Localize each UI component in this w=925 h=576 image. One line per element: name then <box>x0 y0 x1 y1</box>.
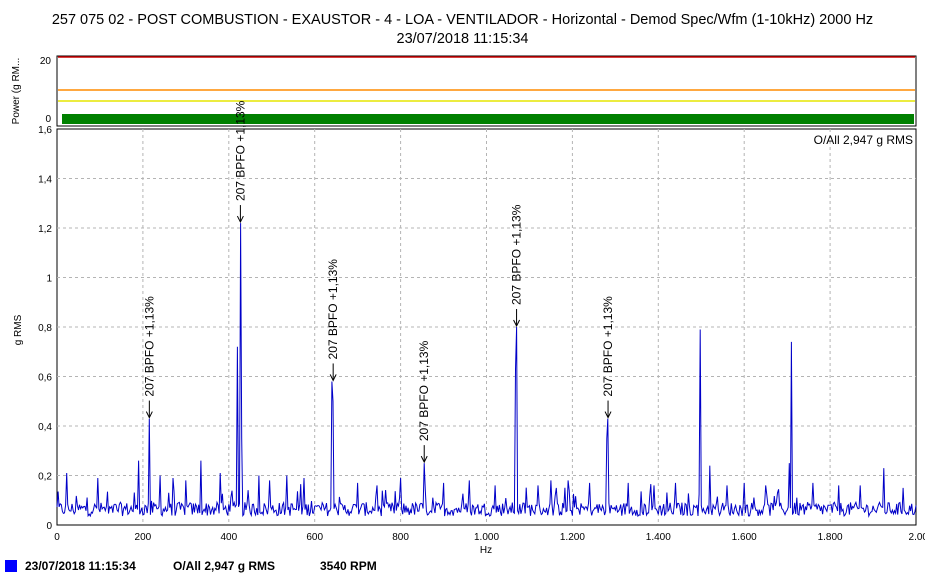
peak-annotation-label: 207 BPFO +1,13% <box>601 296 615 397</box>
trend-panel: 20 0 Power (g RM... <box>11 55 917 127</box>
peak-annotation-label: 207 BPFO +1,13% <box>510 204 524 305</box>
x-axis-label: Hz <box>480 545 492 556</box>
y-tick-label: 1 <box>46 274 52 285</box>
annotation-arrow-head <box>420 455 428 464</box>
spectrum-series-line <box>56 223 917 518</box>
x-tick-label: 1.800 <box>818 532 843 543</box>
y-tick-label: 1,6 <box>38 125 52 136</box>
trend-y-label: Power (g RM... <box>11 58 22 125</box>
footer-timestamp: 23/07/2018 11:15:34 <box>25 559 136 573</box>
x-tick-label: 200 <box>135 532 152 543</box>
trend-tick-0: 0 <box>45 114 51 125</box>
annotation-arrow-head <box>329 374 337 382</box>
x-axis-ticks: 0 200 400 600 800 1.000 1.200 1.400 1.600 1.800 2.… <box>54 532 925 543</box>
overall-value-label: O/All 2,947 g RMS <box>814 133 913 147</box>
x-tick-label: 1.200 <box>560 532 585 543</box>
y-tick-label: 0,4 <box>38 422 52 433</box>
grid <box>57 129 916 525</box>
annotation-arrow-head <box>604 411 612 419</box>
footer-rpm: 3540 RPM <box>320 559 377 573</box>
chart-timestamp: 23/07/2018 11:15:34 <box>396 31 529 47</box>
annotation-arrow-head <box>145 411 153 419</box>
x-tick-label: 1.400 <box>646 532 671 543</box>
peak-annotation-label: 207 BPFO +1,13% <box>326 259 340 360</box>
footer-overall: O/All 2,947 g RMS <box>173 559 276 573</box>
x-tick-label: 0 <box>54 532 60 543</box>
trend-tick-20: 20 <box>40 56 52 67</box>
peak-annotation-label: 207 BPFO +1,13% <box>142 296 156 397</box>
y-axis-ticks: 0 0,2 0,4 0,6 0,8 1 1,2 1,4 1,6 <box>38 125 52 532</box>
x-tick-label: 800 <box>392 532 409 543</box>
y-tick-label: 0,2 <box>38 472 52 483</box>
peak-annotation-label: 207 BPFO +1,13% <box>417 340 431 441</box>
spectrum-chart[interactable]: 20 0 Power (g RM... 0 200 400 600 800 1.000 1.… <box>0 0 925 556</box>
series-color-swatch <box>5 560 17 572</box>
peak-annotations: 207 BPFO +1,13% 207 BPFO +1,13% 207 BPFO +… <box>142 100 615 464</box>
annotation-arrow-head <box>236 215 244 224</box>
x-tick-label: 400 <box>220 532 237 543</box>
y-tick-label: 0 <box>46 521 52 532</box>
status-footer: 23/07/2018 11:15:34 O/All 2,947 g RMS 35… <box>0 556 925 576</box>
annotation-arrow-head <box>513 319 521 328</box>
trend-level-bar <box>62 114 914 124</box>
x-tick-label: 1.600 <box>732 532 757 543</box>
y-tick-label: 1,4 <box>38 175 52 186</box>
chart-title: 257 075 02 - POST COMBUSTION - EXAUSTOR … <box>51 12 874 28</box>
peak-annotation-label: 207 BPFO +1,13% <box>233 100 247 201</box>
x-tick-label: 2.00 <box>909 532 925 543</box>
y-tick-label: 0,8 <box>38 323 52 334</box>
y-axis-label: g RMS <box>13 314 24 345</box>
x-tick-label: 1.000 <box>474 532 499 543</box>
x-tick-label: 600 <box>306 532 323 543</box>
y-tick-label: 1,2 <box>38 224 52 235</box>
y-tick-label: 0,6 <box>38 373 52 384</box>
